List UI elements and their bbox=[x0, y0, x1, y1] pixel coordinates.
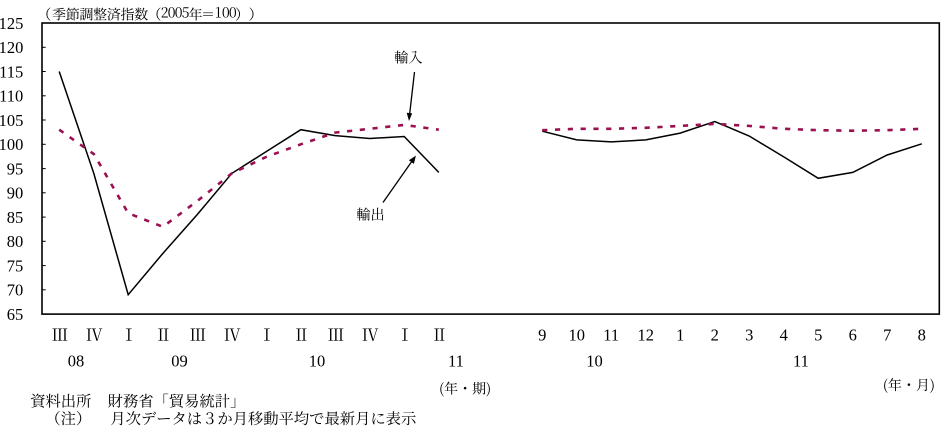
svg-text:2: 2 bbox=[711, 325, 719, 344]
svg-text:11: 11 bbox=[603, 325, 619, 344]
svg-text:9: 9 bbox=[538, 325, 546, 344]
svg-text:75: 75 bbox=[7, 257, 24, 276]
svg-text:10: 10 bbox=[309, 352, 326, 371]
svg-text:100: 100 bbox=[0, 135, 23, 154]
svg-text:70: 70 bbox=[7, 281, 24, 300]
svg-text:4: 4 bbox=[780, 325, 788, 344]
svg-text:1: 1 bbox=[676, 325, 684, 344]
svg-text:10: 10 bbox=[569, 325, 586, 344]
svg-text:85: 85 bbox=[7, 208, 24, 227]
svg-text:110: 110 bbox=[0, 87, 23, 106]
svg-text:65: 65 bbox=[7, 305, 24, 324]
svg-text:95: 95 bbox=[7, 160, 24, 179]
svg-text:120: 120 bbox=[0, 38, 23, 57]
svg-text:08: 08 bbox=[68, 352, 85, 371]
svg-text:125: 125 bbox=[0, 14, 23, 33]
svg-text:6: 6 bbox=[849, 325, 857, 344]
svg-text:11: 11 bbox=[793, 352, 809, 371]
svg-text:12: 12 bbox=[638, 325, 655, 344]
svg-text:7: 7 bbox=[883, 325, 891, 344]
svg-text:3: 3 bbox=[745, 325, 753, 344]
svg-text:11: 11 bbox=[448, 352, 464, 371]
svg-text:80: 80 bbox=[7, 232, 24, 251]
svg-text:5: 5 bbox=[814, 325, 822, 344]
svg-text:90: 90 bbox=[7, 184, 24, 203]
svg-text:115: 115 bbox=[0, 62, 23, 81]
svg-text:10: 10 bbox=[586, 352, 603, 371]
svg-text:105: 105 bbox=[0, 111, 23, 130]
svg-text:09: 09 bbox=[171, 352, 188, 371]
svg-text:8: 8 bbox=[918, 325, 926, 344]
